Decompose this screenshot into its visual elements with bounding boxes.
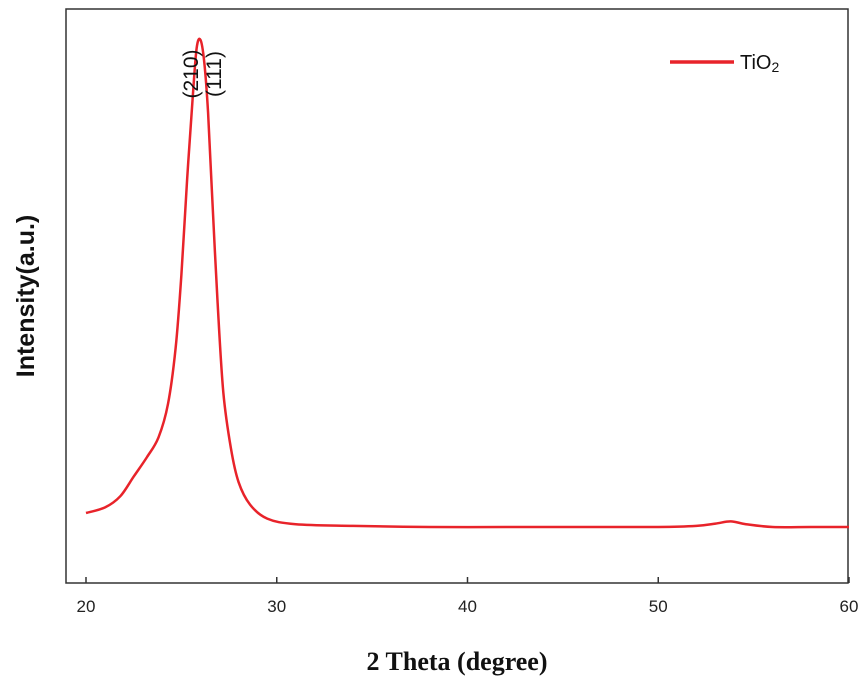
x-axis-tick-labels: 20 30 40 50 60 — [77, 597, 859, 616]
peak-label-1: (111) — [203, 51, 226, 97]
x-axis-ticks — [85, 577, 850, 583]
x-tick-label-40: 40 — [458, 597, 477, 616]
legend-label: TiO2 — [740, 52, 779, 75]
x-tick-label-20: 20 — [77, 597, 96, 616]
tio2-series-line — [85, 37, 849, 529]
x-axis-title: 2 Theta (degree) — [367, 647, 548, 676]
peak-annotations: (210) (111) — [180, 49, 226, 98]
legend: TiO2 — [670, 52, 779, 75]
peak-label-0: (210) — [180, 49, 203, 98]
x-tick-label-30: 30 — [267, 597, 286, 616]
plot-frame — [65, 8, 849, 584]
x-tick-label-50: 50 — [649, 597, 668, 616]
y-axis-title: Intensity(a.u.) — [12, 215, 40, 378]
x-tick-label-60: 60 — [840, 597, 859, 616]
